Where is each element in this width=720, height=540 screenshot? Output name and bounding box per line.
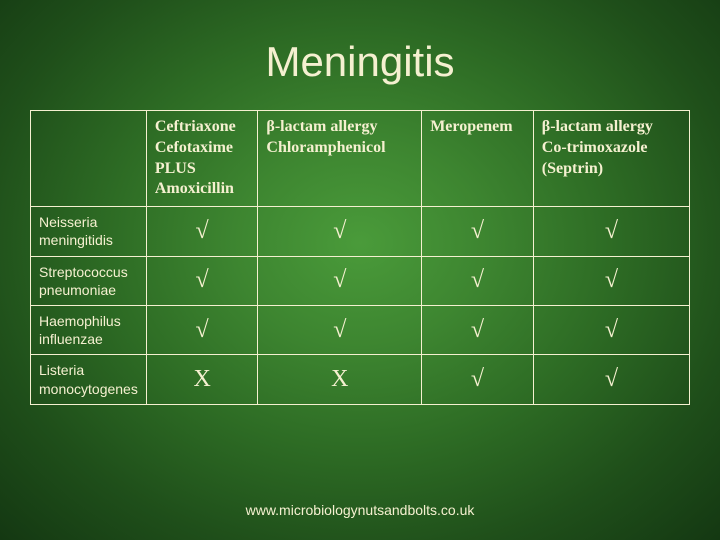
cell-mark: √ — [146, 305, 258, 354]
meningitis-table: CeftriaxoneCefotaximePLUSAmoxicillin β-l… — [30, 110, 690, 405]
page-title: Meningitis — [0, 0, 720, 110]
table-row: Listeria monocytogenes X X √ √ — [31, 355, 690, 404]
cell-mark: √ — [258, 256, 422, 305]
cell-mark: √ — [258, 305, 422, 354]
row-label-streptococcus: Streptococcus pneumoniae — [31, 256, 147, 305]
cell-mark: √ — [258, 207, 422, 256]
column-header-meropenem: Meropenem — [422, 111, 534, 207]
row-label-listeria: Listeria monocytogenes — [31, 355, 147, 404]
cell-mark: X — [258, 355, 422, 404]
table-header-row: CeftriaxoneCefotaximePLUSAmoxicillin β-l… — [31, 111, 690, 207]
table-row: Haemophilus influenzae √ √ √ √ — [31, 305, 690, 354]
cell-mark: √ — [533, 256, 689, 305]
cell-mark: √ — [146, 207, 258, 256]
column-header-blactam-cotrimoxazole: β-lactam allergyCo-trimoxazole(Septrin) — [533, 111, 689, 207]
footer-url: www.microbiologynutsandbolts.co.uk — [0, 502, 720, 518]
table-row: Streptococcus pneumoniae √ √ √ √ — [31, 256, 690, 305]
cell-mark: X — [146, 355, 258, 404]
row-label-haemophilus: Haemophilus influenzae — [31, 305, 147, 354]
column-header-blank — [31, 111, 147, 207]
cell-mark: √ — [533, 355, 689, 404]
cell-mark: √ — [422, 305, 534, 354]
cell-mark: √ — [422, 256, 534, 305]
table-container: CeftriaxoneCefotaximePLUSAmoxicillin β-l… — [0, 110, 720, 405]
table-row: Neisseria meningitidis √ √ √ √ — [31, 207, 690, 256]
cell-mark: √ — [422, 207, 534, 256]
column-header-ceftriaxone: CeftriaxoneCefotaximePLUSAmoxicillin — [146, 111, 258, 207]
cell-mark: √ — [533, 305, 689, 354]
row-label-neisseria: Neisseria meningitidis — [31, 207, 147, 256]
cell-mark: √ — [422, 355, 534, 404]
cell-mark: √ — [533, 207, 689, 256]
column-header-blactam-chloramphenicol: β-lactam allergyChloramphenicol — [258, 111, 422, 207]
cell-mark: √ — [146, 256, 258, 305]
